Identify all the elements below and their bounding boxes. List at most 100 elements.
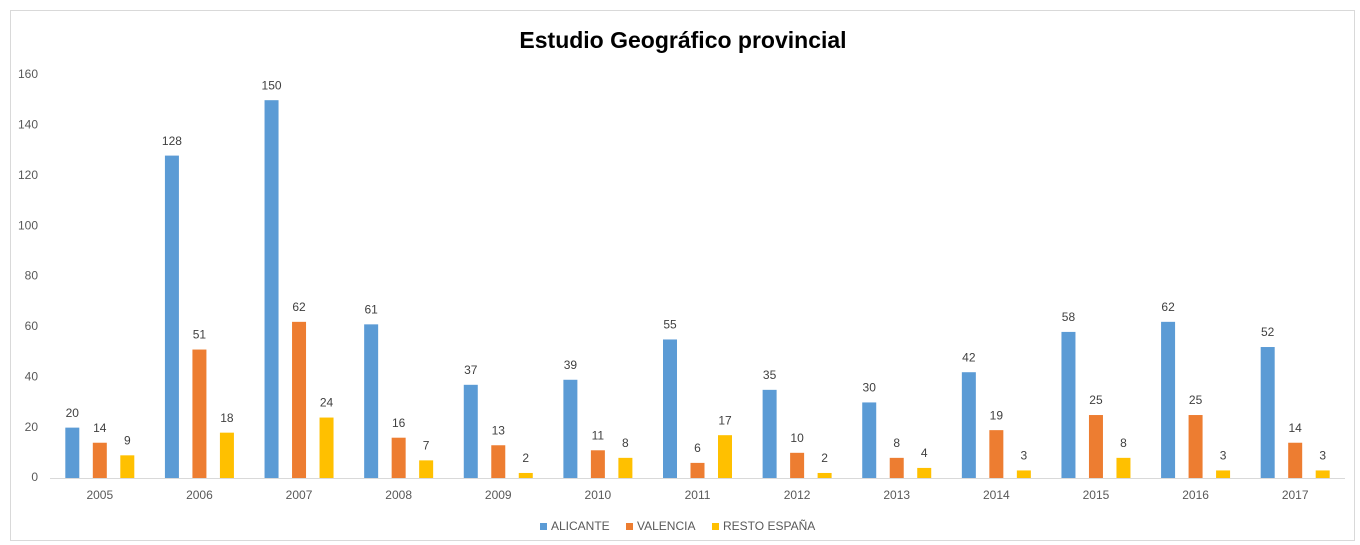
data-label: 14 — [93, 421, 107, 435]
bar — [419, 460, 434, 478]
data-label: 8 — [1120, 436, 1127, 450]
y-tick-label: 140 — [18, 118, 38, 132]
bar — [989, 430, 1004, 478]
x-tick-label: 2011 — [685, 488, 711, 502]
data-label: 9 — [124, 434, 131, 448]
x-tick-label: 2015 — [1083, 488, 1110, 502]
bar — [889, 457, 904, 478]
legend-label: RESTO ESPAÑA — [723, 519, 815, 533]
data-label: 128 — [162, 134, 182, 148]
data-label: 16 — [392, 416, 406, 430]
data-label: 24 — [320, 396, 334, 410]
bar — [618, 457, 633, 478]
bar — [319, 417, 334, 478]
bar — [563, 379, 578, 478]
chart-border — [10, 10, 1355, 541]
y-tick-label: 160 — [18, 67, 38, 81]
data-label: 10 — [790, 431, 804, 445]
bar — [463, 384, 478, 478]
bar — [1116, 457, 1131, 478]
x-tick-label: 2006 — [186, 488, 213, 502]
data-label: 25 — [1089, 393, 1103, 407]
data-label: 11 — [592, 428, 605, 442]
data-label: 19 — [990, 408, 1004, 422]
y-tick-label: 0 — [31, 470, 38, 484]
y-tick-label: 100 — [18, 218, 38, 232]
y-tick-label: 40 — [25, 369, 39, 383]
bar — [518, 472, 533, 478]
data-label: 2 — [821, 451, 828, 465]
x-tick-label: 2012 — [784, 488, 811, 502]
bar — [164, 155, 179, 478]
bar — [762, 389, 777, 478]
data-label: 20 — [66, 406, 80, 420]
bar — [1016, 470, 1031, 478]
data-label: 39 — [564, 358, 578, 372]
y-tick-label: 80 — [25, 269, 39, 283]
bar — [120, 455, 135, 478]
data-label: 55 — [663, 318, 677, 332]
bar — [192, 349, 207, 478]
data-label: 25 — [1189, 393, 1203, 407]
data-label: 42 — [962, 350, 976, 364]
data-label: 13 — [492, 423, 506, 437]
data-label: 30 — [863, 381, 877, 395]
bar — [663, 339, 677, 478]
data-label: 3 — [1220, 449, 1227, 463]
data-label: 62 — [1161, 300, 1175, 314]
bar — [391, 437, 406, 478]
data-label: 6 — [694, 441, 701, 455]
bar — [1188, 415, 1203, 478]
bar — [961, 372, 976, 478]
bar — [65, 427, 80, 478]
chart-title: Estudio Geográfico provincial — [519, 27, 846, 53]
x-tick-label: 2010 — [585, 488, 612, 502]
bar — [790, 452, 805, 478]
bar — [92, 442, 107, 478]
bar — [862, 402, 877, 478]
legend-label: ALICANTE — [551, 519, 610, 533]
y-tick-label: 120 — [18, 168, 38, 182]
bar — [219, 432, 234, 478]
bar — [1161, 321, 1176, 478]
data-label: 7 — [423, 439, 430, 453]
bar — [364, 324, 379, 478]
y-tick-label: 60 — [25, 319, 39, 333]
data-label: 62 — [292, 300, 306, 314]
x-tick-label: 2016 — [1182, 488, 1209, 502]
data-label: 18 — [220, 411, 234, 425]
x-tick-label: 2008 — [385, 488, 412, 502]
bar — [718, 435, 732, 478]
bar — [590, 450, 605, 478]
x-tick-label: 2005 — [86, 488, 113, 502]
bar — [264, 100, 279, 478]
data-label: 17 — [718, 413, 732, 427]
bar — [1216, 470, 1231, 478]
data-label: 2 — [522, 451, 529, 465]
legend-label: VALENCIA — [637, 519, 695, 533]
bar — [917, 467, 932, 478]
data-label: 8 — [622, 436, 629, 450]
data-label: 3 — [1021, 449, 1028, 463]
bar — [1315, 470, 1330, 478]
y-tick-label: 20 — [25, 420, 39, 434]
data-label: 4 — [921, 446, 928, 460]
data-label: 37 — [464, 363, 478, 377]
bar — [690, 462, 705, 478]
data-label: 35 — [763, 368, 777, 382]
bar — [491, 445, 506, 478]
x-tick-label: 2017 — [1282, 488, 1309, 502]
x-tick-label: 2014 — [983, 488, 1010, 502]
bar — [1061, 331, 1076, 478]
data-label: 61 — [364, 303, 378, 317]
data-label: 8 — [893, 436, 900, 450]
bar — [817, 472, 832, 478]
data-label: 150 — [262, 78, 282, 92]
data-label: 51 — [193, 328, 207, 342]
x-tick-label: 2013 — [883, 488, 910, 502]
x-tick-label: 2007 — [286, 488, 313, 502]
bar — [1088, 415, 1103, 478]
data-label: 3 — [1319, 449, 1326, 463]
data-label: 52 — [1261, 325, 1275, 339]
